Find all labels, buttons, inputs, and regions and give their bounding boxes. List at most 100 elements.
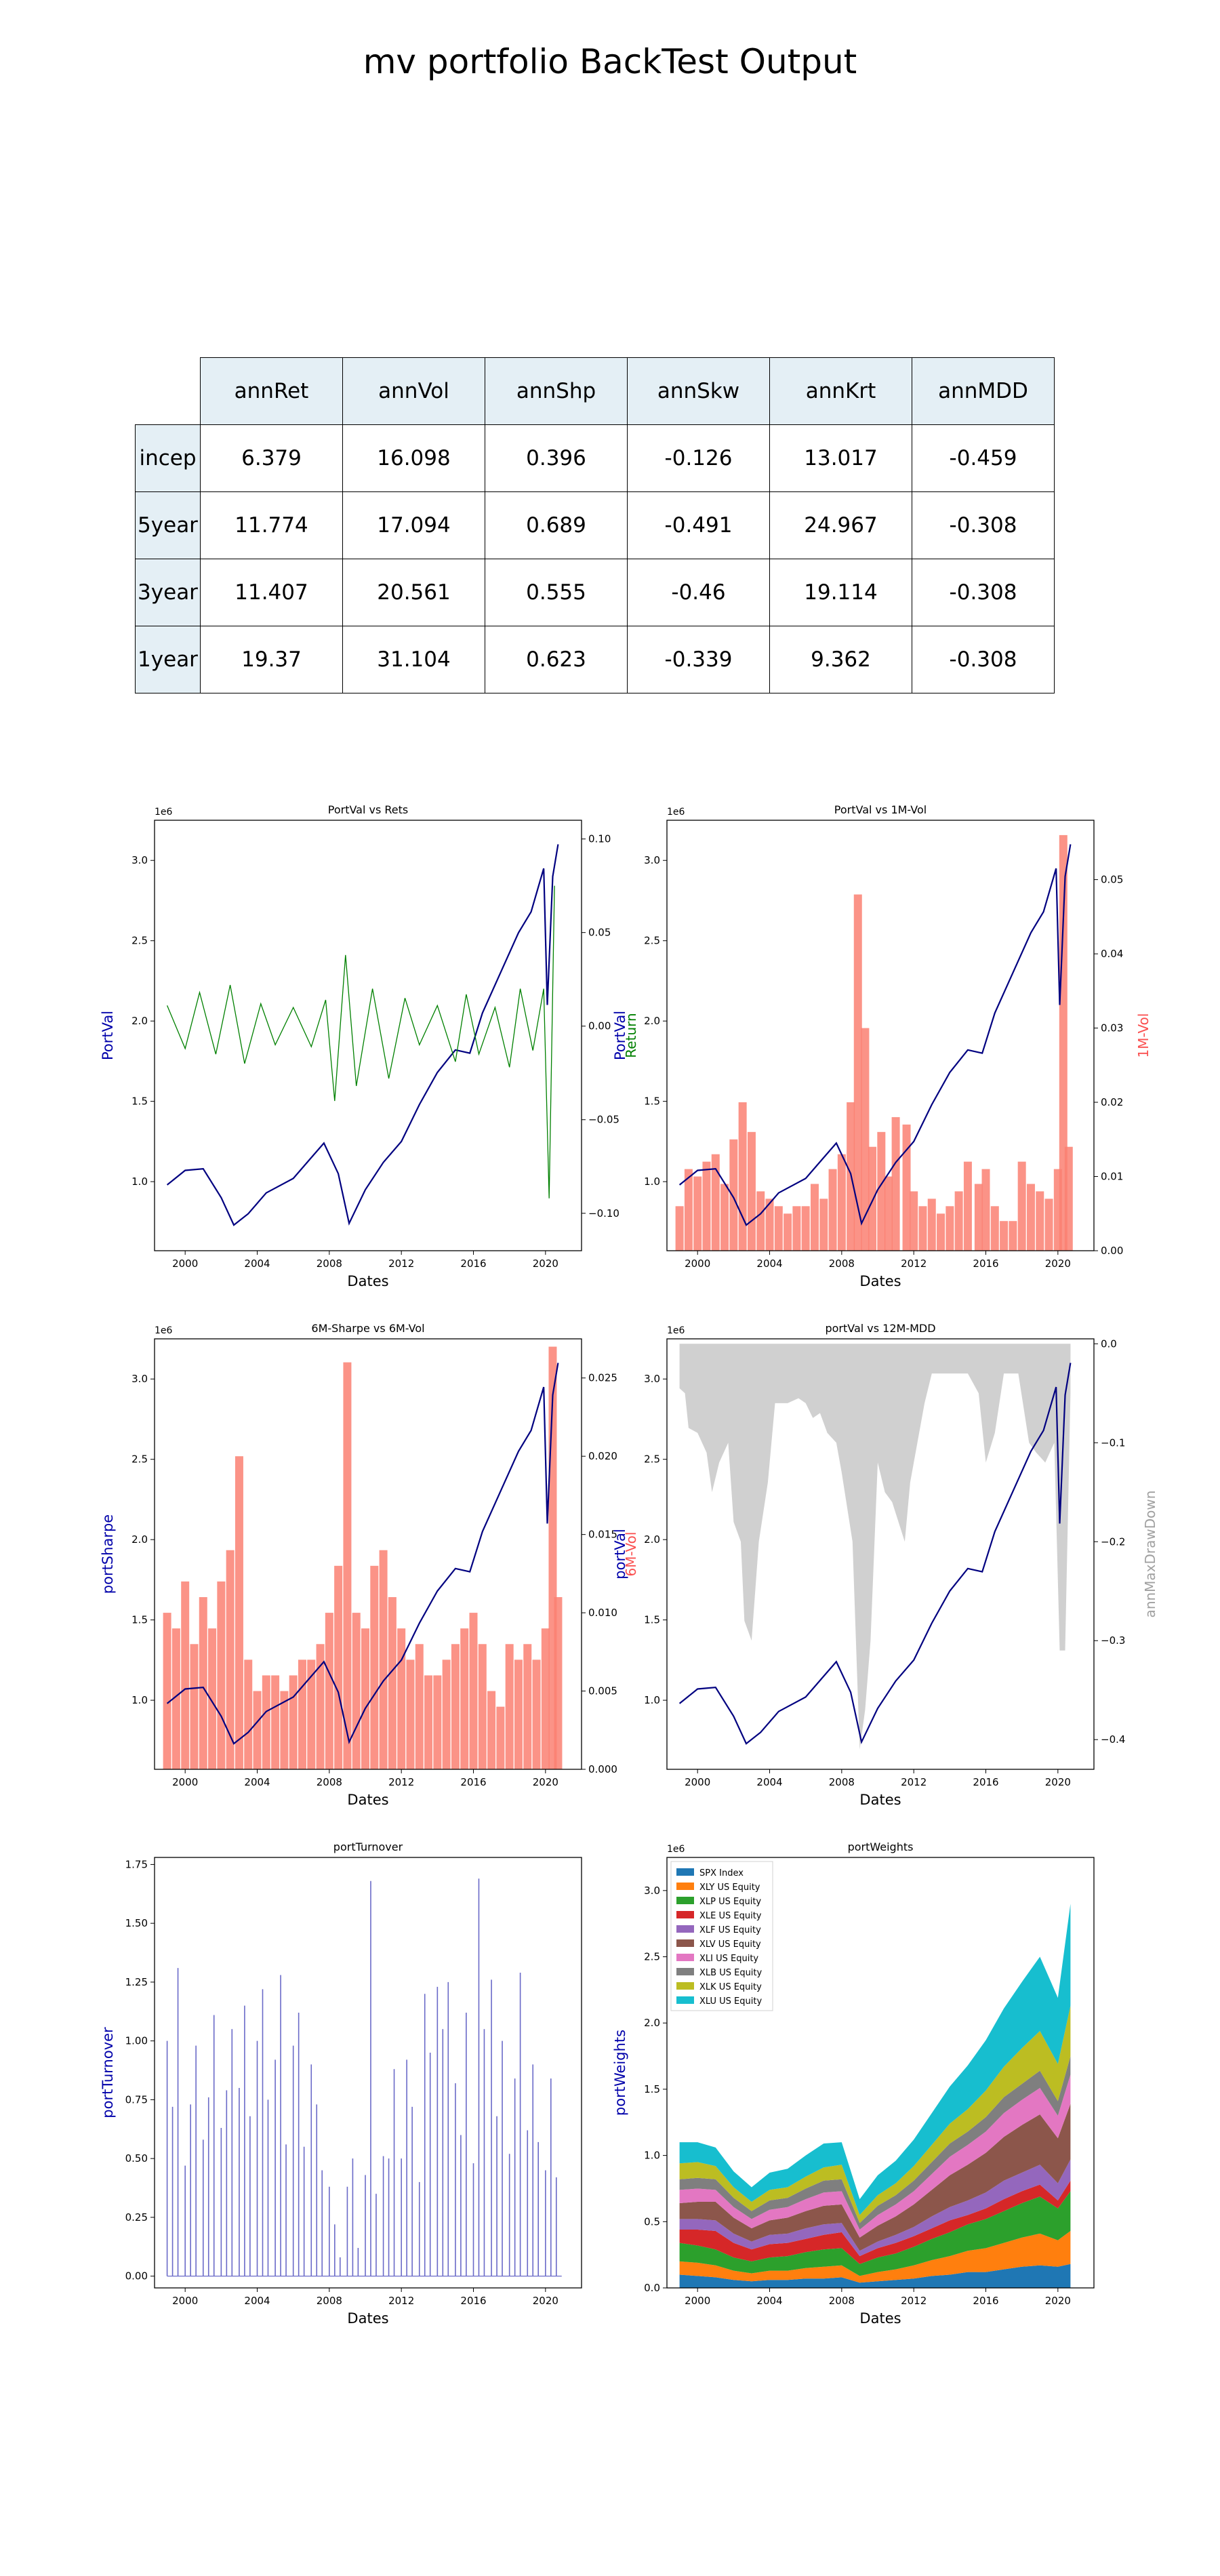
vol-bar [226, 1550, 235, 1769]
legend-swatch [676, 1925, 694, 1933]
vol-bar [884, 1176, 893, 1251]
y2-tick-label: 0.015 [588, 1529, 617, 1541]
chart-title: PortVal vs 1M-Vol [834, 803, 927, 816]
x-tick-label: 2020 [533, 1257, 558, 1270]
legend-label: XLK US Equity [699, 1982, 762, 1992]
y-tick-label: 0.5 [644, 2215, 660, 2228]
plot-frame [666, 1857, 1095, 2289]
stats-cell: -0.491 [627, 491, 770, 559]
vol-bar [217, 1581, 226, 1769]
vol-bar [891, 1116, 900, 1251]
vol-bar [235, 1456, 243, 1769]
y2-tick-label: 0.10 [588, 833, 611, 845]
plot-group: 2000 2004 2008 2012 2016 2020 0.0 0.5 1.0 1.5 2.0 2… [612, 1840, 1095, 2327]
vol-bar [379, 1550, 388, 1769]
weights-area-xle [679, 2180, 1071, 2264]
vol-bar [774, 1206, 783, 1251]
vol-bar [738, 1102, 747, 1251]
plot-group: 2000 2004 2008 2012 2016 2020 1.0 1.5 2.0 2.5 3.0 1… [100, 1322, 639, 1808]
vol-bar [253, 1691, 262, 1769]
x-tick-label: 2004 [244, 1257, 270, 1270]
vol-bar [181, 1581, 190, 1769]
y-tick-label: 1.0 [131, 1694, 148, 1706]
x-tick-label: 2000 [685, 1776, 710, 1788]
plot-area [678, 1344, 1072, 1750]
legend-swatch [676, 1968, 694, 1975]
x-tick-label: 2012 [388, 2295, 414, 2307]
y2-tick-label: −0.1 [1101, 1436, 1125, 1449]
stats-cell: 17.094 [342, 491, 485, 559]
vol-bar [487, 1691, 496, 1769]
legend-label: XLP US Equity [699, 1897, 761, 1907]
x-axis-label: Dates [347, 1273, 388, 1289]
weights-area-xlp [679, 2191, 1071, 2276]
x-tick-label: 2020 [1045, 1776, 1071, 1788]
x-tick-label: 2008 [829, 1776, 855, 1788]
stats-col-annmdd: annMDD [912, 357, 1055, 425]
y2-axis-label: Return [623, 1013, 639, 1058]
y-tick-label: 3.0 [131, 854, 148, 866]
y-axis-label: PortVal [612, 1011, 628, 1060]
vol-bar [460, 1628, 469, 1769]
drawdown-area [679, 1344, 1071, 1750]
y-tick-label: 1.5 [131, 1614, 148, 1626]
vol-bar [541, 1628, 550, 1769]
vol-bar [307, 1659, 316, 1769]
y-tick-label: 2.5 [644, 1951, 660, 1963]
stats-row-3year: 3year 11.407 20.561 0.555 -0.46 19.114 -0.308 [135, 559, 1055, 626]
x-tick-label: 2008 [317, 1776, 342, 1788]
vol-bar [868, 1146, 877, 1251]
stats-cell: 20.561 [342, 559, 485, 626]
vol-bar [289, 1675, 298, 1769]
y2-tick-label: 0.05 [588, 927, 611, 939]
x-tick-label: 2020 [533, 1776, 558, 1788]
stats-cell: -0.308 [912, 559, 1055, 626]
chart-portval-vs-rets: 2000 2004 2008 2012 2016 2020 1.0 1.5 2.0 2.5 3.0 1… [100, 803, 639, 1289]
plot-frame [154, 1857, 582, 2289]
portval-line [678, 1363, 1072, 1745]
stats-cell: 0.689 [485, 491, 628, 559]
y-tick-label: 1.25 [125, 1976, 148, 1988]
y-multiplier: 1e6 [155, 1325, 173, 1336]
vol-bar [702, 1161, 711, 1251]
chart-title: portVal vs 12M-MDD [825, 1322, 935, 1335]
vol-bar [199, 1597, 207, 1769]
y2-tick-label: −0.3 [1101, 1634, 1125, 1647]
y-tick-label: 0.50 [125, 2152, 148, 2165]
y2-tick-label: −0.4 [1101, 1733, 1125, 1746]
vol-bar [334, 1565, 343, 1769]
stats-row-incep: incep 6.379 16.098 0.396 -0.126 13.017 -0.459 [135, 424, 1055, 492]
y-tick-label: 1.5 [644, 1095, 660, 1108]
y-tick-label: 0.75 [125, 2093, 148, 2106]
y2-tick-label: 0.005 [588, 1685, 617, 1697]
vol-bar [469, 1613, 478, 1769]
x-tick-label: 2008 [317, 1257, 342, 1270]
y2-tick-label: 0.025 [588, 1372, 617, 1384]
vol-bar [1026, 1184, 1035, 1251]
stats-cell: 0.623 [485, 626, 628, 693]
stats-cell: 19.114 [769, 559, 912, 626]
x-tick-label: 2004 [756, 1776, 782, 1788]
legend-label: XLF US Equity [699, 1925, 761, 1935]
y2-axis-label: 1M-Vol [1135, 1013, 1152, 1058]
stats-row-label: 5year [135, 491, 201, 559]
vol-bar [505, 1644, 514, 1769]
y2-tick-label: 0.00 [1101, 1245, 1123, 1257]
chart-title: 6M-Sharpe vs 6M-Vol [311, 1322, 424, 1335]
y-tick-label: 1.5 [644, 2083, 660, 2095]
y-tick-label: 2.0 [644, 1533, 660, 1546]
y-tick-label: 1.5 [131, 1095, 148, 1108]
stats-cell: 0.555 [485, 559, 628, 626]
vol-bar [693, 1176, 702, 1251]
vol-bar [523, 1644, 532, 1769]
x-tick-label: 2016 [460, 1776, 486, 1788]
legend-label: XLI US Equity [699, 1954, 758, 1964]
vol-bar [946, 1206, 954, 1251]
x-tick-label: 2012 [901, 2295, 927, 2307]
vol-bar [271, 1675, 280, 1769]
vol-bar [370, 1565, 379, 1769]
vol-bar [765, 1199, 774, 1251]
x-tick-label: 2000 [685, 1257, 710, 1270]
stats-cell: 24.967 [769, 491, 912, 559]
chart-port-weights: 2000 2004 2008 2012 2016 2020 0.0 0.5 1.0 1.5 2.0 2… [612, 1840, 1095, 2327]
